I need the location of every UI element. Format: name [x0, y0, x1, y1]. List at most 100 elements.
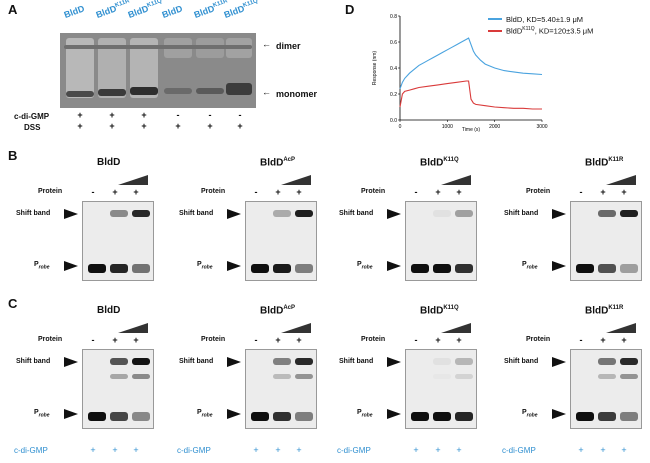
probe-band — [598, 264, 616, 273]
cdigmp-sign: + — [90, 445, 96, 455]
probe-band — [576, 412, 594, 421]
shift-band — [620, 358, 638, 365]
panel-c-letter: C — [8, 296, 18, 311]
shift-band-arrow — [387, 357, 401, 367]
intermediate-band — [433, 374, 451, 379]
cdigmp-sign: + — [578, 445, 584, 455]
emsa-gel — [405, 201, 477, 281]
lane-label: BldD — [161, 3, 184, 20]
emsa-gel — [570, 201, 642, 281]
emsa-gel — [245, 201, 317, 281]
dss-sign: + — [237, 121, 243, 131]
dss-sign: + — [175, 121, 181, 131]
cdigmp-sign: + — [77, 110, 83, 120]
y-tick-label: 0.2 — [390, 92, 397, 98]
dss-sign: + — [109, 121, 115, 131]
probe-band — [110, 412, 128, 421]
legend-item-k11q: BldDK11Q, KD=120±3.5 μM — [488, 25, 593, 37]
legend-k11q-base: BldD — [506, 26, 523, 36]
shift-band — [620, 210, 638, 217]
emsa-title: BldDAcP — [260, 305, 295, 316]
probe-label-base: P — [357, 409, 362, 416]
shift-band — [598, 210, 616, 217]
legend-item-bldd: BldD, KD=5.40±1.9 μM — [488, 13, 593, 25]
dimer-arrow: ← — [262, 39, 271, 49]
protein-label: Protein — [526, 188, 551, 195]
y-axis-label: Response (nm) — [372, 51, 378, 86]
cdigmp-sign: + — [133, 445, 139, 455]
cdigmp-label: c-di-GMP — [337, 446, 371, 455]
emsa-title-sup: K11R — [608, 157, 624, 163]
protein-sign: + — [275, 187, 281, 197]
emsa-title: BldDK11R — [585, 157, 623, 168]
panel-b-letter: B — [8, 148, 18, 163]
protein-sign: - — [91, 335, 95, 345]
emsa-title-sup: K11Q — [443, 157, 459, 163]
chart-legend: BldD, KD=5.40±1.9 μM BldDK11Q, KD=120±3.… — [488, 13, 593, 37]
emsa-title-base: BldD — [585, 157, 609, 169]
gradient-wedge — [281, 175, 311, 185]
protein-sign: + — [435, 335, 441, 345]
emsa-title: BldDK11Q — [420, 157, 459, 168]
probe-band — [251, 264, 269, 273]
protein-sign: + — [456, 187, 462, 197]
protein-sign: - — [579, 335, 583, 345]
probe-label: Probe — [34, 409, 50, 418]
shift-band — [110, 358, 128, 365]
lane-label-sup: K11Q — [242, 0, 259, 10]
emsa-title-base: BldD — [97, 157, 121, 168]
protein-sign: - — [414, 335, 418, 345]
probe-label-base: P — [34, 261, 39, 268]
x-tick-label: 2000 — [489, 124, 500, 130]
protein-sign: - — [414, 187, 418, 197]
probe-label: Probe — [522, 409, 538, 418]
shift-band — [132, 210, 150, 217]
probe-arrow — [552, 261, 566, 271]
cdigmp-sign: - — [238, 110, 242, 120]
legend-label-bldd: BldD, KD=5.40±1.9 μM — [506, 14, 584, 24]
intermediate-band — [598, 374, 616, 379]
lane-label-base: BldD — [160, 3, 184, 21]
intermediate-band — [110, 374, 128, 379]
legend-k11q-kd: , KD=120±3.5 μM — [534, 26, 594, 36]
probe-arrow — [64, 261, 78, 271]
dss-sign: + — [141, 121, 147, 131]
x-tick-label: 0 — [399, 124, 402, 130]
gradient-wedge — [441, 175, 471, 185]
emsa-title: BldDK11R — [585, 305, 623, 316]
binding-chart: 0.0 0.2 0.4 0.6 0.8 0 1000 2000 3000 Time (s) Resp… — [372, 14, 548, 133]
cdigmp-sign: + — [253, 445, 259, 455]
shift-band-label: Shift band — [339, 358, 374, 365]
series-line-k11q — [399, 80, 542, 110]
cdigmp-sign: + — [109, 110, 115, 120]
probe-label-base: P — [34, 409, 39, 416]
shift-band — [110, 210, 128, 217]
intermediate-band — [620, 374, 638, 379]
emsa-title-sup: K11Q — [443, 305, 459, 311]
protein-sign: + — [133, 335, 139, 345]
emsa-title: BldD — [97, 305, 120, 316]
probe-arrow — [387, 409, 401, 419]
shift-band — [433, 358, 451, 365]
probe-band — [251, 412, 269, 421]
monomer-arrow: ← — [262, 87, 271, 97]
protein-sign: + — [600, 187, 606, 197]
intermediate-band — [455, 374, 473, 379]
shift-band-label: Shift band — [16, 210, 51, 217]
probe-label-sub: robe — [201, 264, 213, 271]
shift-band — [598, 358, 616, 365]
panel-a-gel — [60, 33, 256, 108]
protein-label: Protein — [361, 188, 386, 195]
protein-sign: + — [621, 335, 627, 345]
shift-band — [273, 210, 291, 217]
x-tick-label: 1000 — [442, 124, 453, 130]
y-tick-label: 0.0 — [390, 118, 397, 124]
probe-band — [455, 412, 473, 421]
lane-label: BldDK11Q — [127, 0, 165, 20]
probe-label-base: P — [522, 409, 527, 416]
shift-band-arrow — [552, 357, 566, 367]
shift-band — [132, 358, 150, 365]
emsa-title-base: BldD — [260, 305, 284, 317]
intermediate-band — [295, 374, 313, 379]
shift-band-label: Shift band — [504, 358, 539, 365]
